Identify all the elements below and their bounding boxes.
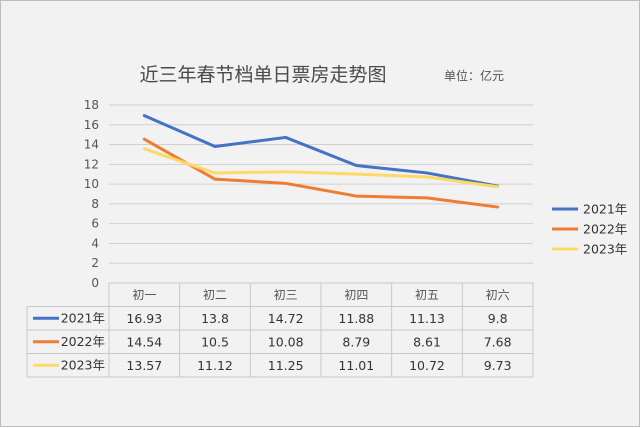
y-tick-label: 12	[84, 157, 99, 171]
category-label: 初一	[132, 288, 156, 302]
legend-label: 2022年	[583, 222, 627, 237]
series-line	[142, 137, 500, 209]
category-label: 初五	[415, 288, 439, 302]
y-axis-ticks: 0 2 4 6 8 10 12 14 16 18	[84, 98, 99, 290]
legend-label: 2021年	[583, 202, 627, 217]
y-tick-label: 4	[91, 236, 99, 250]
category-label: 初四	[344, 288, 368, 302]
category-label: 初三	[274, 288, 298, 302]
y-tick-label: 8	[91, 197, 99, 211]
y-tick-label: 18	[84, 98, 99, 112]
table-cell: 14.54	[126, 334, 162, 349]
table-cell: 7.68	[484, 334, 512, 349]
y-tick-label: 2	[91, 256, 99, 270]
table-cell: 10.08	[268, 334, 304, 349]
table-cell: 11.01	[338, 358, 374, 373]
table-cell: 14.72	[268, 311, 304, 326]
grid-lines	[109, 104, 533, 284]
category-label: 初六	[486, 288, 510, 302]
table-cell: 13.57	[126, 358, 162, 373]
table-cell: 11.13	[409, 311, 445, 326]
series-lines	[142, 114, 500, 209]
table-series-name: 2023年	[61, 357, 105, 372]
unit-label: 单位：亿元	[444, 68, 504, 83]
table-series-name: 2022年	[61, 334, 105, 349]
table-cell: 10.72	[409, 358, 445, 373]
legend: 2021年 2022年 2023年	[552, 202, 627, 257]
series-line	[142, 147, 500, 189]
chart-title: 近三年春节档单日票房走势图	[139, 64, 386, 86]
table-cell: 16.93	[126, 311, 162, 326]
table-series-name: 2021年	[61, 310, 105, 325]
table-cell: 8.79	[342, 334, 370, 349]
table-cell: 11.88	[338, 311, 374, 326]
table-cell: 9.8	[488, 311, 508, 326]
data-table: 初一 初二 初三 初四 初五 初六 2021年 16.93 13.8 14.72 11.88 11.1…	[26, 282, 534, 378]
table-cell: 11.12	[197, 358, 233, 373]
table-cell: 13.8	[201, 311, 229, 326]
y-tick-label: 6	[91, 217, 99, 231]
table-cell: 8.61	[413, 334, 441, 349]
legend-label: 2023年	[583, 242, 627, 257]
table-cell: 9.73	[484, 358, 512, 373]
y-tick-label: 16	[84, 118, 99, 132]
table-cell: 11.25	[268, 358, 304, 373]
table-cell: 10.5	[201, 334, 229, 349]
series-line	[142, 114, 500, 188]
category-label: 初二	[203, 288, 227, 302]
y-tick-label: 0	[91, 276, 99, 290]
y-tick-label: 14	[84, 138, 99, 152]
y-tick-label: 10	[84, 177, 99, 191]
